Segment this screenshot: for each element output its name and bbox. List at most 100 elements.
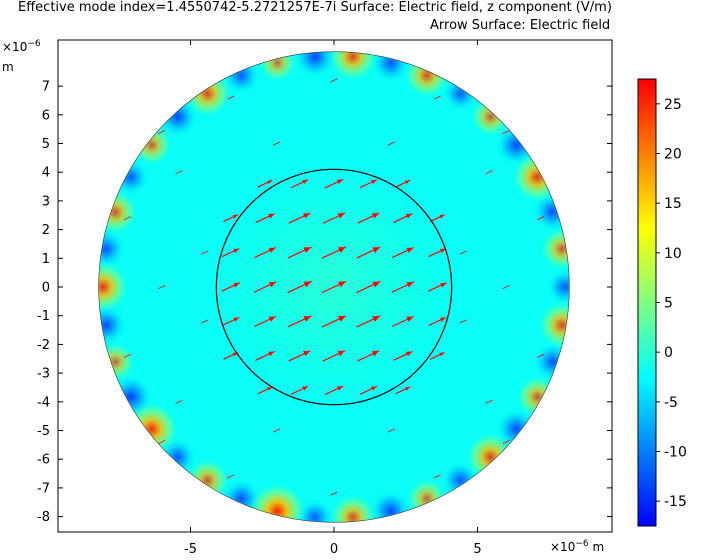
arrow-head: [267, 180, 272, 185]
y-tick-label: -5: [37, 424, 50, 439]
x-axis-unit: ×10−6 m: [550, 539, 605, 554]
field-hotspot: [546, 268, 570, 306]
axes: 7 6 5 4 3 2 1 0 -1 -2 -3 -4 -5 -6 -7 -8 -5 0 5: [37, 40, 612, 557]
arrow-head: [232, 352, 238, 357]
core-field-arrow: [321, 280, 347, 294]
cladding-field-arrow: [330, 491, 338, 496]
y-tick-label: -3: [37, 367, 50, 382]
arrow-shaft: [485, 170, 493, 175]
colorbar-gradient: [637, 78, 657, 527]
arrow-shaft: [502, 130, 510, 134]
arrow-head: [303, 213, 310, 219]
core-field-arrow: [324, 179, 344, 189]
arrow-head: [371, 351, 379, 357]
y-tick-label: 2: [42, 223, 50, 238]
arrow-head: [406, 247, 414, 253]
cladding-field-arrow: [201, 319, 209, 324]
arrow-head: [268, 282, 276, 288]
colorbar-tick-label: -5: [664, 395, 678, 411]
arrow-shaft: [433, 474, 441, 479]
cladding-field-arrow: [433, 474, 441, 479]
core-field-arrow: [428, 248, 447, 257]
arrow-head: [303, 351, 310, 357]
core-field-arrow: [393, 213, 413, 223]
field-hotspot: [249, 482, 306, 523]
core-field-arrow: [321, 246, 347, 259]
arrow-shaft: [201, 319, 209, 324]
field-hotspot: [293, 51, 337, 79]
cladding-field-arrow: [502, 130, 510, 134]
colorbar-tick-label: 20: [664, 147, 682, 163]
core-field-arrow: [288, 350, 311, 362]
arrow-head: [303, 247, 311, 253]
arrow-head: [268, 316, 276, 322]
cladding-field-arrow: [227, 474, 235, 479]
y-tick-label: -6: [37, 453, 50, 468]
cladding-field-arrow: [175, 170, 183, 175]
core-boundary: [215, 168, 453, 406]
core-field-arrow: [223, 214, 239, 222]
arrow-shaft: [175, 170, 183, 175]
fiber-geometry: [98, 51, 570, 523]
colorbar-tick-label: 25: [664, 97, 682, 113]
core-field-arrow: [253, 281, 277, 293]
core-field-arrow: [429, 214, 445, 222]
arrow-shaft: [273, 141, 281, 146]
core-field-arrow: [257, 179, 273, 188]
field-hotspot: [329, 51, 377, 81]
core-field-arrow: [391, 281, 415, 293]
core-field-arrow: [357, 350, 380, 362]
field-hotspot: [98, 304, 127, 346]
arrow-head: [302, 179, 308, 185]
arrow-shaft: [485, 399, 493, 404]
cladding-field-arrow: [273, 141, 281, 146]
cladding-field-arrow: [273, 428, 281, 433]
y-axis-unit-m: m: [2, 60, 14, 74]
field-hotspot: [98, 261, 129, 313]
core-field-arrow: [322, 212, 346, 224]
arrow-shaft: [330, 491, 338, 496]
cladding-field-arrow: [537, 216, 545, 220]
core-field-arrow: [324, 385, 344, 395]
arrow-head: [371, 179, 377, 185]
core-field-arrow: [395, 386, 411, 395]
core-field-arrow: [356, 246, 381, 259]
core-field-arrow: [221, 317, 240, 326]
arrow-head: [268, 213, 275, 219]
core-field-arrow: [391, 247, 414, 258]
arrow-head: [267, 387, 272, 391]
y-tick-label: 1: [42, 252, 50, 267]
arrow-head: [268, 247, 276, 253]
core-field-arrow: [255, 351, 275, 361]
colorbar-tick-label: 0: [664, 345, 673, 361]
colorbar-tick-label: -10: [664, 445, 687, 461]
core-field-arrow: [221, 282, 240, 292]
cladding-field-arrow: [158, 285, 166, 289]
y-tick-label: -2: [37, 338, 50, 353]
core-field-arrow: [393, 351, 413, 361]
arrow-shaft: [330, 78, 338, 83]
arrow-head: [440, 282, 447, 288]
arrow-head: [405, 213, 412, 219]
core-field-arrow: [391, 316, 414, 327]
arrow-shaft: [537, 354, 545, 358]
arrow-shaft: [227, 95, 235, 100]
arrow-head: [337, 350, 345, 357]
arrow-shaft: [158, 285, 166, 289]
cladding-field-arrow: [387, 428, 395, 433]
arrow-head: [233, 282, 240, 288]
cladding-field-arrow: [502, 440, 510, 444]
arrow-head: [232, 214, 238, 219]
field-hotspot: [540, 227, 570, 271]
arrow-head: [336, 386, 343, 391]
plot-subtitle: Arrow Surface: Electric field: [430, 18, 611, 33]
core-field-arrow: [321, 315, 347, 328]
x-tick-label: 0: [330, 542, 338, 557]
arrow-shaft: [123, 216, 131, 220]
colorbar-tick-label: -15: [664, 494, 687, 510]
cladding-field-arrow: [459, 319, 467, 324]
arrow-head: [405, 387, 410, 391]
cladding-field-arrow: [201, 250, 209, 255]
core-field-arrow: [290, 385, 309, 395]
arrow-head: [371, 386, 377, 391]
